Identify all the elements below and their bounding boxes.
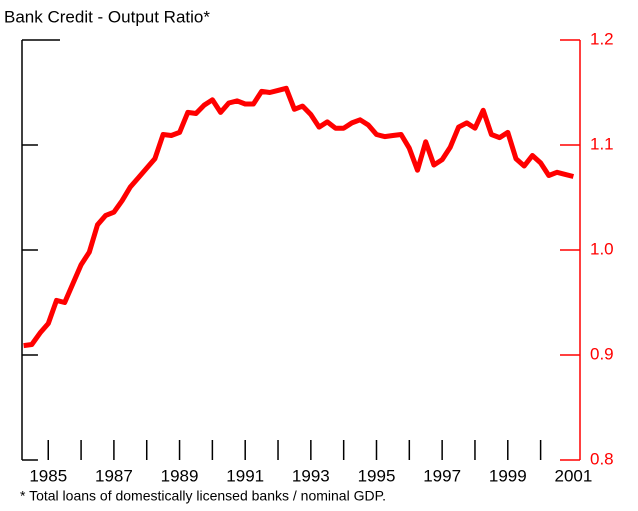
x-tick-label: 1993 — [292, 466, 330, 485]
x-tick-label: 1999 — [489, 466, 527, 485]
x-tick-label: 2001 — [555, 466, 593, 485]
x-tick-label: 1995 — [358, 466, 396, 485]
y-tick-label: 1.1 — [590, 134, 614, 153]
y-tick-label: 0.8 — [590, 449, 614, 468]
y-tick-label: 1.2 — [590, 29, 614, 48]
y-tick-label: 0.9 — [590, 344, 614, 363]
x-tick-label: 1989 — [161, 466, 199, 485]
x-tick-label: 1991 — [226, 466, 264, 485]
x-tick-label: 1997 — [423, 466, 461, 485]
data-line — [23, 85, 575, 349]
x-tick-label: 1987 — [95, 466, 133, 485]
y-tick-label: 1.0 — [590, 239, 614, 258]
footnote: * Total loans of domestically licensed b… — [20, 488, 386, 504]
x-tick-label: 1985 — [29, 466, 67, 485]
chart-title: Bank Credit - Output Ratio* — [4, 7, 210, 26]
